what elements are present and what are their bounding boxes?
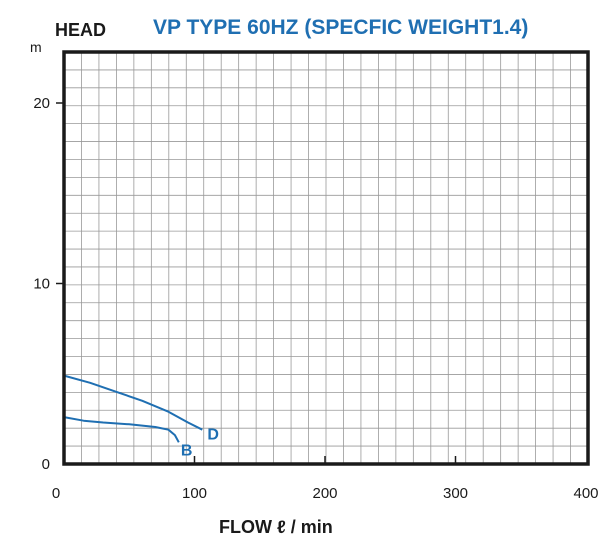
x-tick-label: 0	[52, 485, 60, 502]
x-tick-label: 400	[573, 485, 598, 502]
y-axis-unit: m	[30, 39, 42, 55]
x-tick-label: 300	[443, 485, 468, 502]
chart-title: VP TYPE 60HZ (SPECFIC WEIGHT1.4)	[153, 16, 528, 39]
series-label-d: D	[207, 427, 219, 444]
x-tick-label: 100	[182, 485, 207, 502]
y-tick-label: 0	[42, 456, 50, 473]
grid	[64, 52, 588, 464]
y-tick-label: 10	[33, 276, 50, 293]
x-axis-title: FLOW ℓ / min	[219, 517, 333, 537]
series-line-b	[63, 416, 180, 443]
y-axis-title: HEAD	[55, 20, 106, 40]
series-line-d	[63, 374, 203, 431]
x-tick-label: 200	[312, 485, 337, 502]
y-tick-label: 20	[33, 95, 50, 112]
plot-frame	[62, 50, 590, 466]
series-layer: DB	[63, 374, 219, 459]
series-label-b: B	[181, 442, 193, 459]
